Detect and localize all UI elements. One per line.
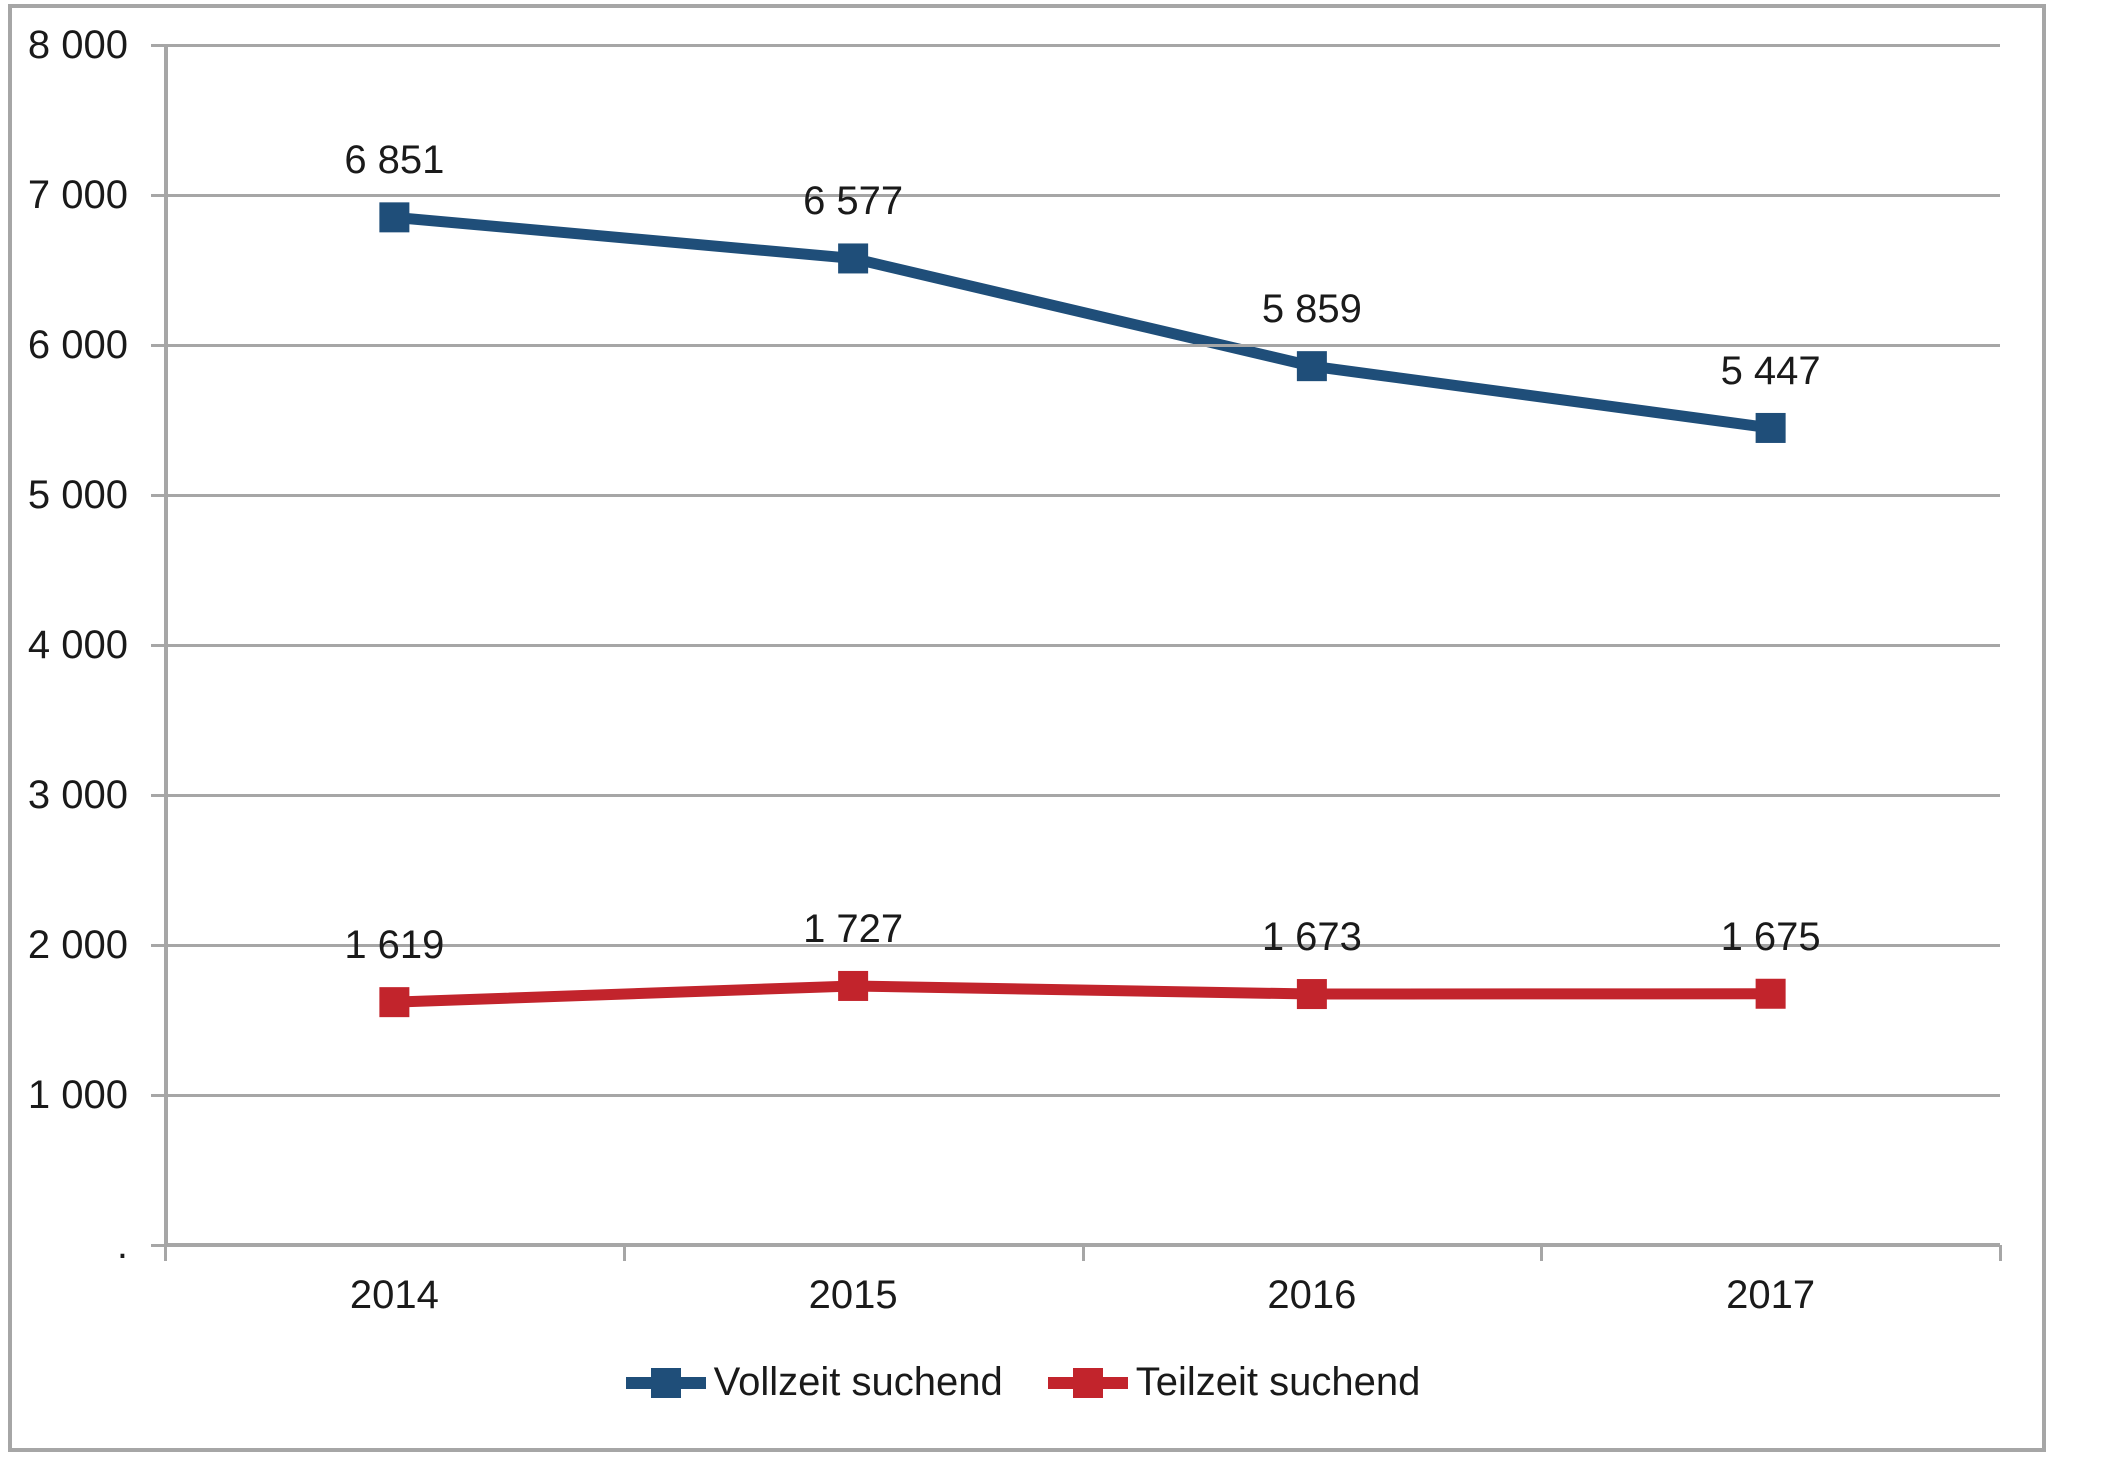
y-axis-label: 8 000	[27, 23, 128, 67]
data-label: 5 447	[1720, 348, 1821, 393]
gridline	[165, 44, 2000, 47]
x-axis-label: 2015	[808, 1273, 898, 1317]
chart-outer-border	[8, 4, 2046, 1452]
gridline	[165, 644, 2000, 647]
y-axis-label: 3 000	[27, 773, 128, 817]
x-axis-tick	[1999, 1245, 2002, 1261]
y-axis-label: 7 000	[27, 173, 128, 217]
gridline	[165, 194, 2000, 197]
series-marker	[1755, 412, 1786, 443]
series-marker	[1755, 978, 1786, 1009]
data-label: 6 577	[803, 179, 904, 224]
legend-label-teilzeit: Teilzeit suchend	[1135, 1360, 1421, 1404]
y-axis-tick	[151, 194, 165, 197]
series-line-1	[394, 980, 1771, 1008]
x-axis-tick	[1540, 1245, 1544, 1261]
y-axis-label: 1 000	[27, 1073, 128, 1117]
legend: Vollzeit suchend Teilzeit suchend	[8, 1360, 2038, 1405]
x-axis-tick	[164, 1245, 167, 1261]
teilzeit-legend-marker-icon	[1047, 1367, 1128, 1398]
legend-label-vollzeit: Vollzeit suchend	[713, 1360, 1003, 1404]
y-axis-tick	[151, 44, 165, 47]
data-label: 6 851	[344, 138, 445, 183]
series-line-0	[393, 211, 1772, 434]
gridline	[165, 1094, 2000, 1097]
gridline	[165, 794, 2000, 797]
y-axis-tick	[151, 644, 165, 647]
data-label: 1 727	[803, 906, 904, 951]
data-label: 1 619	[344, 923, 445, 968]
series-marker	[379, 987, 410, 1018]
x-axis-label: 2016	[1267, 1273, 1357, 1317]
x-axis-tick	[1081, 1245, 1085, 1261]
legend-item-vollzeit: Vollzeit suchend	[625, 1360, 1003, 1405]
y-axis-label: 4 000	[27, 623, 128, 667]
series-marker	[379, 202, 410, 233]
data-label: 1 675	[1720, 914, 1821, 959]
gridline	[165, 494, 2000, 497]
series-marker	[838, 243, 869, 274]
y-axis-tick	[151, 344, 165, 347]
gridline	[165, 944, 2000, 947]
vollzeit-legend-marker-icon	[625, 1367, 706, 1398]
series-marker	[1296, 979, 1327, 1010]
y-axis-label: 2 000	[27, 923, 128, 967]
data-label: 1 673	[1261, 915, 1362, 960]
y-axis-tick	[151, 1094, 165, 1097]
y-axis-line	[164, 45, 168, 1245]
y-axis-tick	[151, 1244, 165, 1247]
y-axis-tick	[151, 494, 165, 497]
series-marker	[838, 970, 869, 1001]
x-axis-tick	[622, 1245, 626, 1261]
y-axis-tick	[151, 944, 165, 947]
y-axis-label: 5 000	[27, 473, 128, 517]
data-label: 5 859	[1261, 287, 1362, 332]
y-axis-label: 6 000	[27, 323, 128, 367]
y-axis-tick	[151, 794, 165, 797]
legend-item-teilzeit: Teilzeit suchend	[1047, 1360, 1421, 1405]
gridline	[165, 344, 2000, 347]
x-axis-label: 2017	[1726, 1273, 1816, 1317]
x-axis-label: 2014	[349, 1273, 439, 1317]
y-axis-label: .	[116, 1223, 128, 1267]
series-marker	[1296, 351, 1327, 382]
